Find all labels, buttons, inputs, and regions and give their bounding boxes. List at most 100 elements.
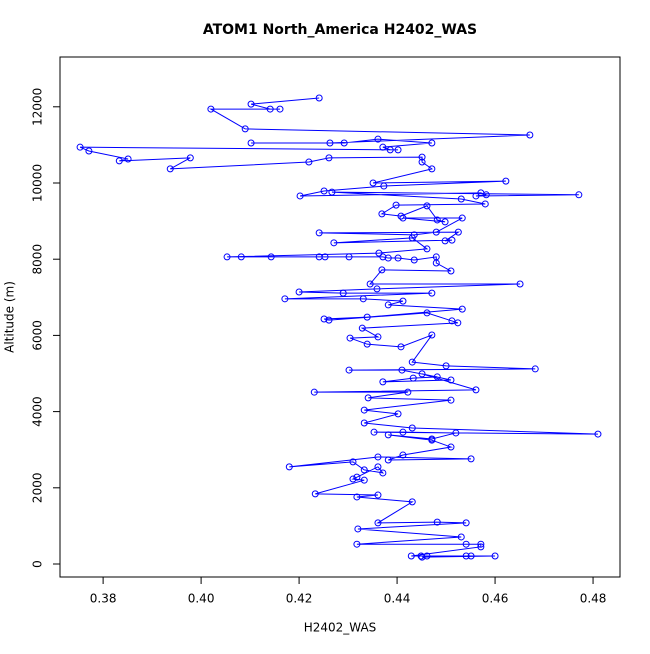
data-point (467, 552, 475, 560)
data-point (384, 456, 392, 464)
x-tick-label: 0.46 (482, 592, 509, 606)
data-point (363, 340, 371, 348)
data-point (359, 295, 367, 303)
data-point (295, 288, 303, 296)
data-point (408, 234, 416, 242)
data-point (374, 491, 382, 499)
x-tick-label: 0.38 (90, 592, 117, 606)
data-point (85, 147, 93, 155)
data-point (339, 289, 347, 297)
data-point (423, 202, 431, 210)
data-point (281, 295, 289, 303)
y-tick-label: 10000 (31, 164, 45, 202)
data-point (378, 210, 386, 218)
x-tick-label: 0.44 (384, 592, 411, 606)
data-point (353, 493, 361, 501)
data-point (315, 94, 323, 102)
data-point (358, 324, 366, 332)
data-point (394, 254, 402, 262)
data-point (315, 229, 323, 237)
data-point (370, 428, 378, 436)
data-point (423, 245, 431, 253)
data-point (266, 105, 274, 113)
data-point (491, 552, 499, 560)
data-point (375, 249, 383, 257)
x-tick-label: 0.48 (580, 592, 607, 606)
data-point (447, 443, 455, 451)
data-point (408, 424, 416, 432)
data-point (432, 259, 440, 267)
data-point (408, 498, 416, 506)
data-point (399, 214, 407, 222)
data-point (349, 475, 357, 483)
data-point (346, 334, 354, 342)
chart-title: ATOM1 North_America H2402_WAS (203, 22, 477, 38)
data-point (462, 552, 470, 560)
data-point (409, 374, 417, 382)
data-point (432, 228, 440, 236)
data-point (320, 187, 328, 195)
data-point (398, 366, 406, 374)
data-point (207, 105, 215, 113)
y-tick-label: 12000 (31, 88, 45, 126)
data-point (374, 333, 382, 341)
data-point (384, 254, 392, 262)
y-tick-label: 0 (31, 560, 45, 568)
data-point (349, 458, 357, 466)
data-point (433, 216, 441, 224)
data-point (516, 280, 524, 288)
data-point (374, 135, 382, 143)
data-point (399, 428, 407, 436)
data-point (458, 214, 466, 222)
data-point (404, 388, 412, 396)
data-point (223, 253, 231, 261)
y-tick-label: 8000 (31, 244, 45, 275)
data-point (433, 373, 441, 381)
data-point (374, 463, 382, 471)
data-line (79, 97, 598, 558)
data-point (423, 552, 431, 560)
data-point (328, 188, 336, 196)
data-point (447, 396, 455, 404)
data-point (247, 139, 255, 147)
data-point (325, 154, 333, 162)
data-point (433, 518, 441, 526)
data-point (325, 316, 333, 324)
data-point (345, 366, 353, 374)
data-point (186, 154, 194, 162)
data-point (330, 239, 338, 247)
data-point (457, 195, 465, 203)
data-point (379, 143, 387, 151)
data-point (378, 266, 386, 274)
data-point (418, 158, 426, 166)
data-point (428, 436, 436, 444)
data-point (399, 451, 407, 459)
data-point (531, 365, 539, 373)
data-point (410, 256, 418, 264)
data-point (384, 431, 392, 439)
data-point (408, 358, 416, 366)
data-point (575, 191, 583, 199)
data-point (345, 253, 353, 261)
data-point (379, 378, 387, 386)
data-point (124, 155, 132, 163)
data-point (394, 146, 402, 154)
data-point (360, 466, 368, 474)
data-point (502, 177, 510, 185)
data-point (326, 139, 334, 147)
data-point (379, 469, 387, 477)
data-point (353, 540, 361, 548)
data-point (237, 253, 245, 261)
data-point (472, 386, 480, 394)
data-point (481, 200, 489, 208)
data-point (454, 228, 462, 236)
data-point (394, 410, 402, 418)
data-point (321, 253, 329, 261)
data-point (241, 125, 249, 133)
data-point (428, 139, 436, 147)
data-point (285, 463, 293, 471)
data-point (447, 267, 455, 275)
data-point (366, 280, 374, 288)
data-point (594, 430, 602, 438)
